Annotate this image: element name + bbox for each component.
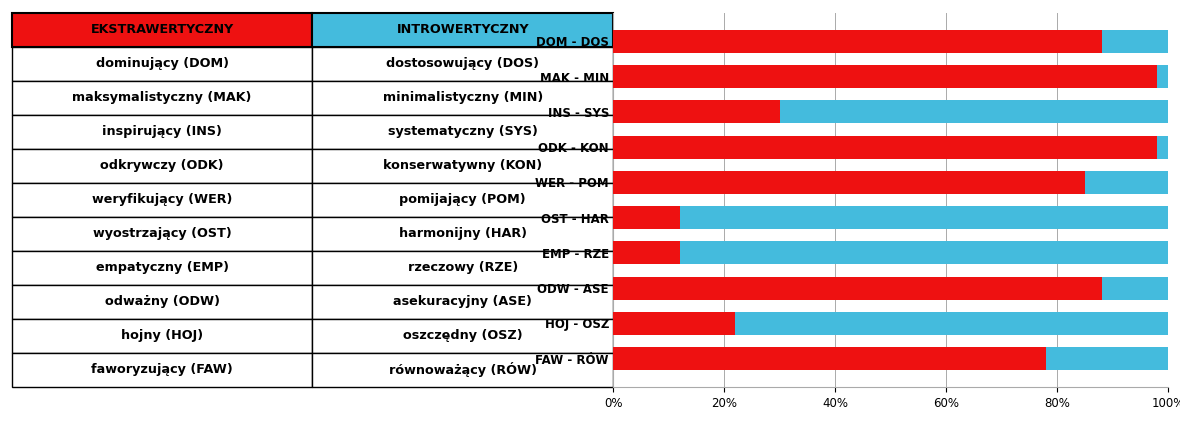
Bar [614,276,1102,300]
Bar [1047,347,1168,370]
Bar [1084,171,1168,194]
Bar [1102,30,1168,53]
Bar [614,100,780,123]
Bar [614,65,1158,88]
Bar [614,347,1047,370]
Bar [614,135,1158,159]
Bar [680,206,1168,229]
Bar [614,206,680,229]
Legend: EKSTRAWERTYCZNY, INTROWERTYCZNY: EKSTRAWERTYCZNY, INTROWERTYCZNY [729,0,1051,3]
Bar [1158,65,1168,88]
Bar [735,312,1168,335]
Bar [780,100,1168,123]
Bar [614,312,735,335]
Bar [614,241,680,264]
Bar [1158,135,1168,159]
Bar [680,241,1168,264]
Bar [614,30,1102,53]
Bar [1102,276,1168,300]
Bar [614,171,1084,194]
